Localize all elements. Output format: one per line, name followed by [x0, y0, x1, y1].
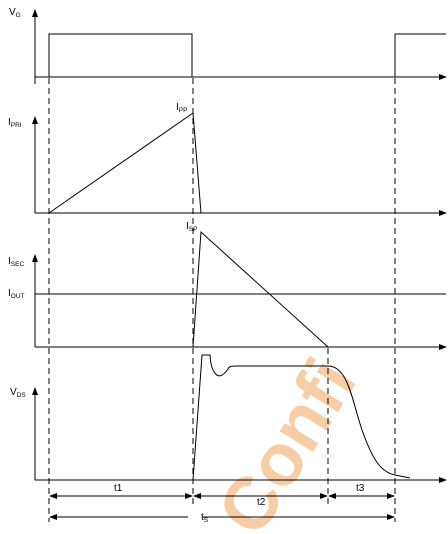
isec-label: ISEC [8, 256, 24, 268]
vg-waveform [42, 33, 446, 78]
time-markers [48, 78, 396, 522]
isec-waveform [192, 230, 329, 348]
isec-axes [32, 254, 447, 350]
watermark: Confi [201, 344, 372, 529]
interval-arrows [49, 493, 395, 520]
t1-label: t1 [114, 483, 123, 494]
vds-axes [32, 387, 447, 483]
ts-label: tS [201, 512, 209, 524]
iout-label: IOUT [8, 288, 25, 300]
ipri-label: IPRI [8, 117, 22, 129]
t2-label: t2 [257, 497, 266, 508]
ipp-label: IPP [176, 102, 187, 114]
ipri-waveform [48, 112, 202, 214]
isp-label: ISP [186, 221, 197, 233]
vds-label: VDS [10, 387, 26, 399]
ipri-axes [32, 116, 447, 216]
vg-label: VG [9, 7, 21, 19]
vg-axes [32, 9, 447, 84]
t3-label: t3 [356, 483, 365, 494]
vds-waveform [192, 354, 411, 481]
